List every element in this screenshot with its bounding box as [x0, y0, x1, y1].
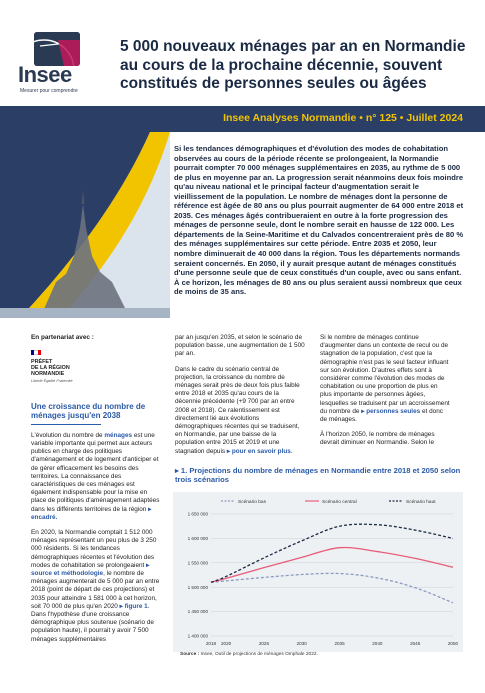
- col3-paragraph-2: À l'horizon 2050, le nombre de ménages d…: [320, 431, 435, 447]
- link-encadre-label: encadré.: [31, 513, 58, 521]
- series-line: [210, 572, 454, 604]
- insee-logo: Insee Mesurer pour comprendre: [14, 32, 94, 96]
- series-line: [210, 546, 454, 583]
- col2-paragraph-1: par an jusqu'en 2035, et selon le scénar…: [175, 334, 305, 358]
- figure-title: ▸ 1. Projections du nombre de ménages en…: [175, 466, 461, 485]
- link-pour-en-savoir-plus[interactable]: ▸ pour en savoir plus: [226, 447, 291, 455]
- x-tick-label: 2035: [334, 641, 345, 646]
- brand-tagline: Mesurer pour comprendre: [20, 88, 78, 94]
- figure-source: Source : Insee, Outil de projections de …: [180, 652, 465, 657]
- flag-stripe-red: [37, 350, 41, 356]
- col1-p1-text-a: L'évolution du nombre de: [31, 431, 105, 439]
- col1-p1-text-b: est une variable importante qui permet a…: [31, 431, 160, 513]
- column-3: Si le nombre de ménages continue d'augme…: [320, 334, 450, 455]
- link-source-methodologie[interactable]: ▸ source et méthodologie: [31, 561, 150, 577]
- cover-illustration: [0, 132, 170, 318]
- link-figure-label: figure 1: [124, 602, 148, 610]
- legend-label: Scénario bas: [238, 499, 267, 505]
- section-rule: [31, 423, 101, 425]
- col2-p2-text-b: .: [290, 447, 293, 455]
- y-tick-label: 1 550 000: [188, 560, 209, 565]
- col2-p2-text-a: Dans le cadre du scénario central de pro…: [175, 365, 300, 455]
- y-tick-label: 1 450 000: [188, 609, 209, 614]
- publication-band: Insee Analyses Normandie • n° 125 • Juil…: [0, 106, 485, 135]
- partner-heading: En partenariat avec :: [31, 334, 94, 341]
- x-tick-label: 2040: [372, 641, 383, 646]
- publication-label: Insee Analyses Normandie • n° 125 • Juil…: [223, 112, 463, 124]
- col3-paragraph-1: Si le nombre de ménages continue d'augme…: [320, 334, 450, 424]
- col1-p2-text-a: En 2020, la Normandie comptait 1 512 000…: [31, 528, 157, 569]
- series-line: [210, 523, 454, 583]
- link-encadre[interactable]: ▸ encadré.: [31, 505, 152, 521]
- y-tick-label: 1 600 000: [188, 536, 209, 541]
- link-source-label: source et méthodologie: [31, 569, 104, 577]
- col1-paragraph-2: En 2020, la Normandie comptait 1 512 000…: [31, 529, 161, 644]
- x-tick-label: 2045: [410, 641, 421, 646]
- source-text: Insee, Outil de projections de ménages O…: [200, 652, 318, 657]
- y-tick-label: 1 500 000: [188, 585, 209, 590]
- x-tick-label: 2018: [206, 641, 217, 646]
- flag-stripe-white: [34, 350, 38, 356]
- y-tick-label: 1 400 000: [188, 634, 209, 639]
- col2-paragraph-2: Dans le cadre du scénario central de pro…: [175, 366, 305, 456]
- column-1: En partenariat avec : PRÉFET DE LA RÉGIO…: [31, 334, 161, 651]
- logo-mark-icon: [34, 32, 80, 66]
- brand-name: Insee: [18, 62, 72, 87]
- page-title: 5 000 nouveaux ménages par an en Normand…: [120, 38, 466, 92]
- link-figure-1[interactable]: ▸ figure 1: [119, 602, 148, 610]
- flag-stripe-blue: [31, 350, 35, 356]
- y-tick-label: 1 650 000: [188, 512, 209, 517]
- prefet-line-3: NORMANDIE: [31, 371, 65, 378]
- link-personnes-seules[interactable]: ▸ personnes seules: [361, 407, 421, 415]
- legend-label: Scénario central: [322, 499, 357, 505]
- column-2: par an jusqu'en 2035, et selon le scénar…: [175, 334, 305, 463]
- prefet-logo: PRÉFET DE LA RÉGION NORMANDIE Liberté Ég…: [31, 350, 161, 384]
- prefet-motto: Liberté Égalité Fraternité: [31, 379, 73, 384]
- col1-p2-text-c: . Dans l'hypothèse d'une croissance démo…: [31, 602, 154, 643]
- figure-title-text: 1. Projections du nombre de ménages en N…: [175, 466, 461, 485]
- prefet-line-1: PRÉFET: [31, 359, 53, 366]
- section-title: Une croissance du nombre de ménages jusq…: [31, 401, 146, 421]
- x-tick-label: 2030: [297, 641, 308, 646]
- intro-paragraph: Si les tendances démographiques et d'évo…: [174, 144, 464, 297]
- household-projection-chart: 1 400 000 1 450 000 1 500 000 1 550 000 1 60…: [173, 492, 463, 652]
- col1-paragraph-1: L'évolution du nombre de ménages est une…: [31, 432, 161, 522]
- x-tick-label: 2025: [259, 641, 270, 646]
- flag-icon: [31, 350, 41, 356]
- source-label: Source :: [180, 652, 200, 657]
- link-personnes-seules-label: personnes seules: [366, 407, 421, 415]
- col3-p1-text-b: et donc de ménages.: [320, 407, 443, 424]
- link-menages[interactable]: ménages: [104, 431, 133, 439]
- x-tick-label: 2020: [221, 641, 232, 646]
- prefet-line-2: DE LA RÉGION: [31, 365, 70, 372]
- x-tick-label: 2050: [448, 641, 459, 646]
- legend-label: Scénario haut: [406, 499, 436, 505]
- chart-svg: 1 400 000 1 450 000 1 500 000 1 550 000 1 60…: [188, 499, 459, 646]
- col1-p2-text-b: , le nombre de ménages augmenterait de 5…: [31, 569, 160, 610]
- col3-p1-text-a: Si le nombre de ménages continue d'augme…: [320, 334, 450, 415]
- link-savoir-plus-label: pour en savoir plus: [231, 447, 291, 455]
